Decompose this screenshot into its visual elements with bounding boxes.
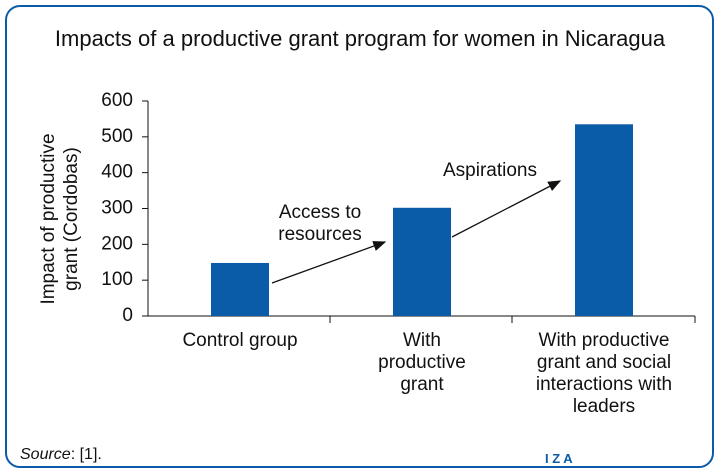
bar <box>211 262 269 316</box>
x-tick-label: Control group <box>182 330 298 351</box>
y-tick-label: 200 <box>101 233 133 254</box>
source-text: : [1]. <box>70 446 102 463</box>
frame <box>5 5 714 468</box>
y-tick-label: 0 <box>122 305 133 326</box>
logo: I Z A <box>545 451 573 466</box>
source: Source: [1]. <box>20 444 102 466</box>
y-tick-label: 100 <box>101 269 133 290</box>
bar <box>575 124 633 317</box>
annotation: Aspirations <box>443 160 537 181</box>
chart-title: Impacts of a productive grant program fo… <box>54 26 666 51</box>
y-tick-label: 400 <box>101 162 133 183</box>
arrow <box>271 241 387 284</box>
source-label: Source <box>20 446 71 463</box>
y-tick-label: 500 <box>101 126 133 147</box>
annotation: Access to resources <box>278 202 362 245</box>
y-tick-label: 300 <box>101 198 133 219</box>
y-axis-label: Impact of productive grant (Cordobas) <box>38 133 82 305</box>
arrow <box>451 180 562 238</box>
x-tick-label: With productive grant <box>378 330 466 395</box>
x-tick-label: With productive grant and social interac… <box>535 330 673 417</box>
bar <box>393 207 451 316</box>
y-tick-label: 600 <box>101 90 133 111</box>
